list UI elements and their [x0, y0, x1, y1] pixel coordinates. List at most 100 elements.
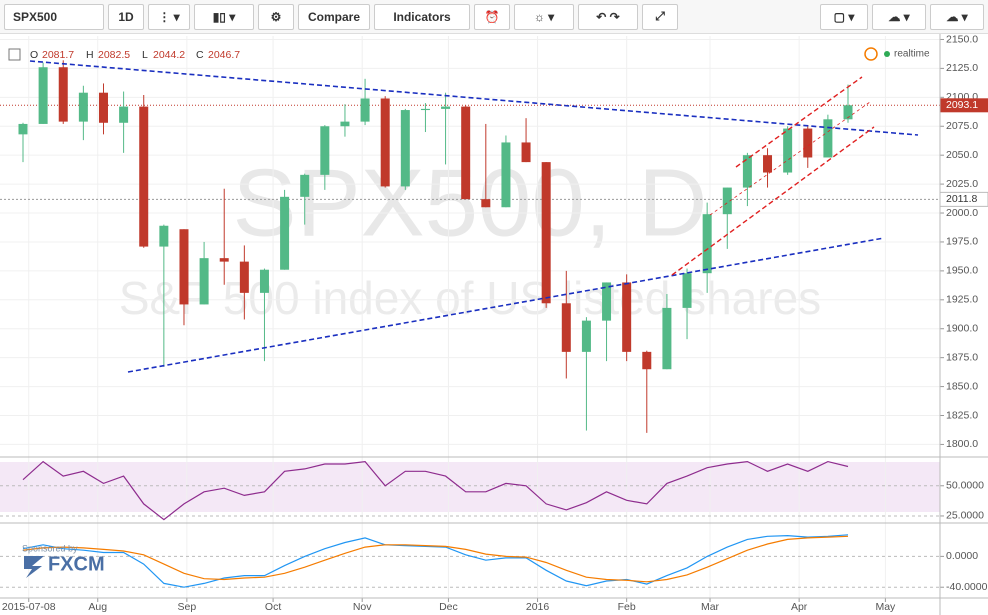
candle-body [441, 106, 451, 109]
chart-style[interactable]: ▮▯ ▾ [194, 3, 254, 30]
y-tick-label: 1925.0 [946, 294, 978, 306]
legend-l: 2044.2 [153, 49, 185, 61]
candle-body [521, 142, 531, 163]
alert[interactable]: ⏰ [474, 3, 510, 30]
candle-body [763, 155, 773, 173]
y-tick-label: 1975.0 [946, 236, 978, 248]
candle-body [119, 106, 129, 123]
rsi-band [0, 462, 940, 512]
sponsor-logo [24, 556, 44, 578]
symbol-input[interactable]: SPX500 [4, 3, 104, 30]
x-tick-label: Feb [618, 601, 636, 613]
status-dot [884, 51, 890, 57]
x-tick-label: Oct [265, 601, 281, 613]
candle-body [461, 106, 471, 200]
candle-body [179, 229, 189, 305]
y-tick-label: 2025.0 [946, 178, 978, 190]
channel-line[interactable] [735, 76, 863, 168]
legend-h-label: H [86, 49, 94, 61]
status-icon[interactable] [864, 47, 878, 61]
candle-body [722, 187, 732, 215]
candle-body [78, 92, 88, 122]
undo-redo[interactable]: ↶ ↷ [578, 3, 638, 30]
candle-body [98, 92, 108, 123]
indicator-line [22, 534, 849, 588]
y-tick-label: 2150.0 [946, 34, 978, 45]
sponsor-brand: FXCM [48, 553, 105, 575]
candle-body [38, 67, 48, 124]
y-tick-label: 2075.0 [946, 120, 978, 132]
candle-body [219, 258, 229, 262]
candle-body [481, 199, 491, 208]
y-tick-label: 2050.0 [946, 149, 978, 161]
x-tick-label: Nov [353, 601, 372, 613]
status: realtime [894, 49, 930, 60]
trend-line[interactable] [29, 60, 919, 136]
interval-menu[interactable]: ⋮ ▾ [148, 3, 190, 30]
last-price-label: 2093.1 [946, 99, 978, 111]
candle-body [662, 307, 672, 370]
candle-body [843, 105, 853, 120]
candle-body [239, 261, 249, 293]
save[interactable]: ☁ ▾ [930, 3, 984, 30]
fullscreen[interactable]: ⤢ [642, 3, 678, 30]
x-tick-label: Aug [88, 601, 107, 613]
y-tick-label: 2125.0 [946, 62, 978, 74]
legend-c-label: C [196, 49, 204, 61]
compare-button[interactable]: Compare [298, 3, 370, 30]
x-tick-label: 2015-07-08 [2, 601, 56, 613]
candle-body [420, 108, 430, 111]
y-tick-label: 50.0000 [946, 480, 984, 492]
level-label: 2011.8 [946, 193, 977, 205]
legend-c: 2046.7 [208, 49, 240, 61]
candle-body [280, 196, 290, 270]
x-tick-label: 2016 [526, 601, 550, 613]
candle-body [18, 123, 28, 135]
candle-body [400, 110, 410, 187]
chart: SPX500, D S&P 500 index of US listed sha… [0, 34, 988, 615]
candle-body [581, 320, 591, 352]
x-tick-label: Mar [701, 601, 720, 613]
collapse-legend[interactable] [8, 48, 21, 61]
candle-body [320, 126, 330, 175]
candle-body [199, 258, 209, 305]
watermark-subtitle: S&P 500 index of US listed shares [119, 272, 821, 324]
candle-body [300, 174, 310, 197]
y-tick-label: 1825.0 [946, 409, 978, 421]
legend-l-label: L [142, 49, 148, 61]
ideas[interactable]: ☼ ▾ [514, 3, 574, 30]
legend-h: 2082.5 [98, 49, 130, 61]
indicators-button[interactable]: Indicators [374, 3, 470, 30]
y-tick-label: 25.0000 [946, 510, 984, 522]
channel-midline[interactable] [709, 101, 871, 216]
interval-button[interactable]: 1D [108, 3, 144, 30]
channel-line[interactable] [671, 126, 875, 276]
y-tick-label: 1850.0 [946, 380, 978, 392]
candle-body [380, 98, 390, 187]
x-tick-label: Apr [791, 601, 808, 613]
candle-body [742, 155, 752, 188]
candle-body [541, 162, 551, 304]
y-tick-label: 0.0000 [946, 550, 978, 562]
last-price-tag [940, 98, 988, 113]
layout[interactable]: ▢ ▾ [820, 3, 868, 30]
y-tick-label: 1950.0 [946, 265, 978, 277]
candle-body [360, 98, 370, 122]
candle-body [602, 282, 612, 321]
y-tick-label: 2000.0 [946, 207, 978, 219]
x-tick-label: May [875, 601, 896, 613]
candle-body [622, 282, 632, 352]
candle-body [259, 269, 269, 293]
legend-o: 2081.7 [42, 49, 74, 61]
candle-body [139, 106, 149, 247]
y-tick-label: 1800.0 [946, 438, 978, 450]
settings[interactable]: ⚙ [258, 3, 294, 30]
background [0, 34, 988, 615]
toolbar: SPX500 1D ⋮ ▾ ▮▯ ▾ ⚙ Compare Indicators … [0, 0, 988, 34]
load[interactable]: ☁ ▾ [872, 3, 926, 30]
candle-body [340, 121, 350, 127]
candle-body [159, 225, 169, 247]
x-tick-label: Sep [178, 601, 197, 613]
candle-body [823, 119, 833, 158]
